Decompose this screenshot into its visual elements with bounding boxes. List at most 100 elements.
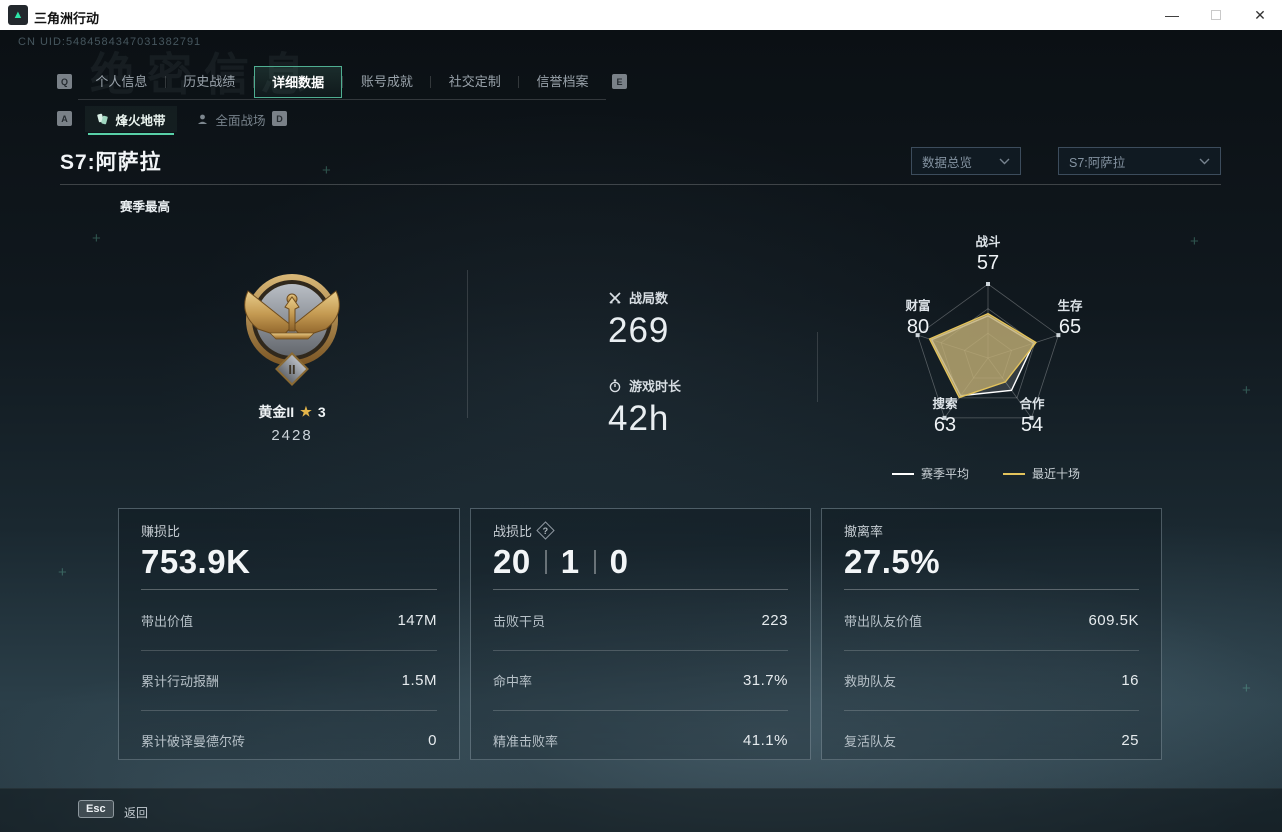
tab-detailed-stats[interactable]: 详细数据 [253, 66, 343, 98]
radar-axis-wealth: 财富 80 [905, 299, 931, 338]
stat-row: 累计破译曼德尔砖 0 [141, 710, 437, 770]
tab-social[interactable]: 社交定制 [448, 74, 501, 89]
legend-season-average: 赛季平均 [892, 465, 969, 482]
subtab-hazard-zone[interactable]: 烽火地带 [85, 106, 177, 132]
radar-axis-survival: 生存 65 [1057, 299, 1083, 338]
battles-label: 战局数 [629, 291, 669, 306]
rank-points: 2428 [271, 427, 313, 444]
stat-value: 609.5K [1088, 611, 1139, 629]
tab-divider [342, 76, 344, 88]
stat-card-extraction-rate: 撤离率 27.5% 带出队友价值 609.5K 救助队友 16 复活队友 25 [821, 508, 1162, 760]
stat-card-profit-loss: 赚损比 753.9K 带出价值 147M 累计行动报酬 1.5M 累计破译曼德尔… [118, 508, 460, 760]
stat-value: 25 [1121, 732, 1139, 749]
rank-name-row: 黄金II ★ 3 [212, 402, 372, 422]
legend-line-icon [1003, 472, 1026, 475]
crossed-swords-icon [609, 291, 621, 304]
stopwatch-icon [609, 379, 621, 392]
card-title: 战损比 ? [493, 521, 788, 540]
plus-decoration: + [322, 162, 331, 179]
tab-divider [252, 76, 254, 88]
card-value: 20 1 0 [493, 543, 788, 590]
key-hint-d: D [272, 111, 287, 126]
uid-label: CN UID:5484584347031382791 [18, 36, 202, 48]
data-overview-dropdown[interactable]: 数据总览 [911, 147, 1021, 175]
ghost-watermark-title: 绝密信息 [90, 49, 319, 100]
playtime-value: 42h [608, 399, 670, 438]
footer-bar: Esc 返回 [0, 788, 1282, 832]
plus-decoration: + [58, 564, 67, 581]
key-hint-e: E [612, 74, 627, 89]
tab-match-history[interactable]: 历史战绩 [183, 74, 236, 89]
card-value: 753.9K [141, 543, 437, 590]
divider [817, 332, 818, 402]
stat-row: 精准击败率 41.1% [493, 710, 788, 770]
stat-value: 147M [397, 611, 437, 629]
card-title: 赚损比 [141, 524, 181, 539]
close-button[interactable]: ✕ [1254, 6, 1266, 23]
radar-axis-combat: 战斗 57 [975, 235, 1001, 274]
tab-divider [430, 76, 432, 88]
rank-block: II 黄金II ★ 3 2428 [212, 263, 372, 444]
dog-tags-icon [97, 113, 109, 124]
playtime-summary: 游戏时长 42h [608, 376, 681, 439]
titlebar: ▲ 三角洲行动 — ✕ [0, 0, 1282, 30]
profile-tabs: 个人信息 历史战绩 详细数据 账号成就 社交定制 信誉档案 [78, 66, 606, 98]
help-icon[interactable]: ? [536, 521, 555, 540]
rank-numeral: II [288, 362, 295, 377]
minimize-button[interactable]: — [1165, 7, 1179, 23]
battles-value: 269 [608, 311, 670, 350]
delta-force-logo-icon: ▲ [8, 5, 28, 25]
window-title: 三角洲行动 [34, 11, 100, 26]
stat-row: 带出队友价值 609.5K [844, 590, 1139, 650]
divider [60, 184, 1221, 185]
chevron-down-icon [999, 158, 1010, 164]
divider [467, 270, 468, 418]
legend-line-icon [892, 472, 914, 475]
stat-label: 累计行动报酬 [141, 674, 220, 689]
subtab-full-battlefield[interactable]: 全面战场 [182, 106, 280, 132]
plus-decoration: + [1190, 233, 1199, 250]
esc-key-button[interactable]: Esc [78, 800, 114, 818]
dropdown-value: S7:阿萨拉 [1069, 155, 1126, 170]
star-icon: ★ [300, 404, 312, 419]
value-divider [544, 550, 547, 574]
rank-tier-label: 黄金II [258, 404, 295, 420]
plus-decoration: + [1242, 382, 1251, 399]
stat-row: 救助队友 16 [844, 650, 1139, 710]
rank-star-count: 3 [317, 404, 326, 420]
battles-summary: 战局数 269 [608, 288, 669, 351]
stat-label: 累计破译曼德尔砖 [141, 734, 246, 749]
stat-value: 1.5M [401, 672, 437, 689]
legend-recent-ten: 最近十场 [1003, 465, 1080, 482]
stat-value: 31.7% [742, 672, 788, 689]
dropdown-value: 数据总览 [922, 155, 973, 170]
rank-badge-gold-eagle-icon: II [244, 274, 340, 386]
subtab-label: 全面战场 [215, 113, 266, 128]
stat-label: 复活队友 [844, 734, 897, 749]
stat-label: 带出队友价值 [844, 613, 923, 629]
tab-reputation[interactable]: 信誉档案 [536, 74, 589, 89]
chevron-down-icon [1199, 158, 1210, 164]
stat-row: 击败干员 223 [493, 590, 788, 650]
plus-decoration: + [1242, 680, 1251, 697]
stat-row: 命中率 31.7% [493, 650, 788, 710]
stat-row: 累计行动报酬 1.5M [141, 650, 437, 710]
maximize-button[interactable] [1194, 0, 1238, 30]
stat-row: 复活队友 25 [844, 710, 1139, 770]
stat-label: 精准击败率 [493, 734, 559, 749]
plus-decoration: + [92, 230, 101, 247]
season-select-dropdown[interactable]: S7:阿萨拉 [1058, 147, 1221, 175]
tab-personal-info[interactable]: 个人信息 [95, 74, 148, 89]
card-title: 撤离率 [844, 524, 884, 539]
tab-achievements[interactable]: 账号成就 [360, 74, 413, 89]
stat-label: 带出价值 [141, 613, 194, 629]
soldier-icon [198, 114, 208, 124]
back-label: 返回 [124, 806, 149, 820]
stat-row: 带出价值 147M [141, 590, 437, 650]
stat-label: 击败干员 [493, 613, 546, 629]
playtime-label: 游戏时长 [629, 379, 682, 394]
stat-value: 41.1% [742, 732, 788, 749]
subtab-label: 烽火地带 [115, 113, 166, 128]
tabs-divider-line [78, 99, 606, 100]
maximize-icon [1211, 10, 1221, 20]
